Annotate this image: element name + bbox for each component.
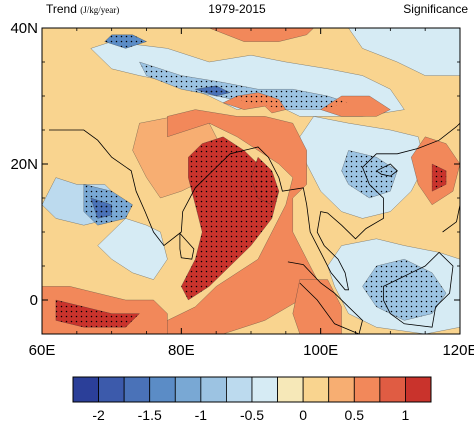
colorbar-tick-label: -2 [92, 407, 105, 423]
x-tick-label: 120E [442, 342, 474, 359]
significant-area [90, 198, 112, 219]
coastline [459, 139, 460, 151]
trend-region [139, 109, 322, 334]
colorbar-swatch [200, 376, 227, 403]
significant-area [341, 150, 398, 198]
y-tick-label: 40N [10, 20, 38, 37]
coastline [179, 233, 195, 260]
colorbar-swatch [174, 376, 202, 403]
significant-area [55, 300, 140, 328]
colorbar-tick-label: 0 [299, 407, 307, 423]
colorbar-swatch [302, 376, 330, 403]
significance-title: Significance [403, 2, 468, 16]
colorbar-swatch [405, 376, 432, 403]
significant-area [104, 34, 147, 49]
colorbar: -2 -1.5 -1 -0.5 0 0.5 1 [72, 376, 432, 423]
colorbar-swatch [328, 376, 355, 403]
y-tick-label: 0 [30, 292, 38, 309]
trend-region [97, 218, 168, 280]
colorbar-tick-label: 1 [402, 407, 410, 423]
significant-area [195, 85, 231, 96]
colorbar-frame [72, 376, 432, 403]
y-tick-label: 20N [10, 156, 38, 173]
colorbar-tick-label: -0.5 [240, 407, 264, 423]
colorbar-swatch [72, 376, 99, 403]
coastline [287, 261, 363, 334]
significant-area [251, 157, 279, 205]
period-title: 1979-2015 [208, 2, 266, 16]
title-units: (J/kg/year) [80, 5, 120, 15]
coastline [382, 251, 454, 328]
significant-area [362, 259, 447, 321]
colorbar-swatch [251, 376, 278, 403]
trend-region [292, 279, 342, 334]
colorbar-swatch [98, 376, 125, 403]
colorbar-tick-label: -1 [195, 407, 208, 423]
axes: 60E 80E 100E 120E 0 20N 40N [10, 20, 474, 359]
x-tick-label: 100E [303, 342, 338, 359]
colorbar-swatch [123, 376, 151, 403]
colorbar-tick-label: -1.5 [138, 407, 162, 423]
colorbar-swatch [149, 376, 176, 403]
coastline [49, 122, 460, 291]
x-tick-label: 60E [29, 342, 56, 359]
coastline [376, 163, 398, 177]
coastlines [49, 122, 460, 334]
colorbar-units-title: Trend (J/kg/year) [46, 2, 119, 17]
trend-region [209, 28, 315, 42]
coastline [442, 173, 460, 233]
colorbar-swatch [353, 376, 381, 403]
colorbar-swatch [379, 376, 406, 403]
title-trend: Trend [46, 2, 77, 16]
x-tick-label: 80E [168, 342, 195, 359]
colorbar-swatch [226, 376, 253, 403]
colorbar-swatch [277, 376, 304, 403]
significant-area [139, 62, 349, 110]
trend-region [348, 28, 460, 76]
colorbar-tick-label: 0.5 [345, 407, 365, 423]
significant-area [432, 164, 447, 192]
